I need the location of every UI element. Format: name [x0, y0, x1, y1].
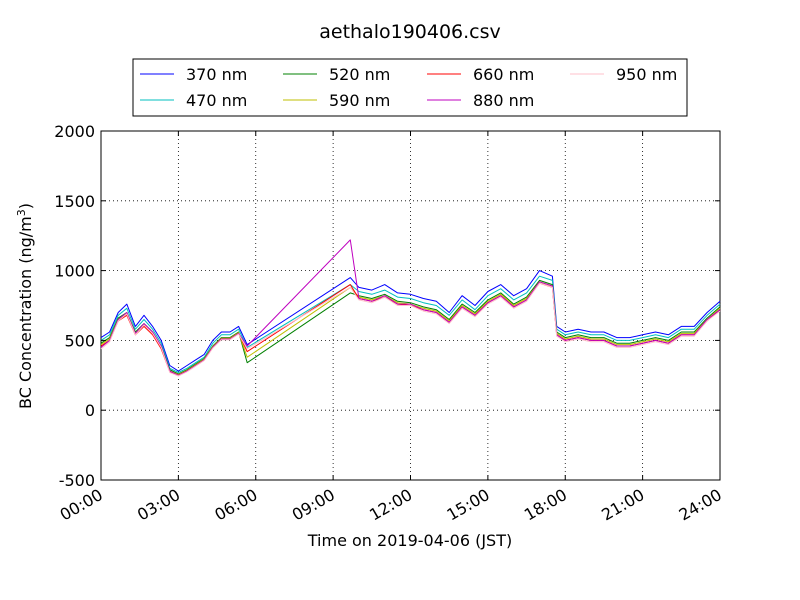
- y-tick-label: 500: [64, 331, 95, 350]
- ticks-layer: [100, 130, 721, 481]
- y-axis-label-superscript: 3: [15, 209, 28, 216]
- y-axis-label: BC Concentration (ng/m3): [15, 203, 35, 409]
- series-line: [100, 282, 721, 377]
- y-tick-label: -500: [59, 471, 95, 490]
- legend-label: 470 nm: [186, 91, 247, 110]
- legend-label: 950 nm: [616, 65, 677, 84]
- chart-title: aethalo190406.csv: [319, 21, 501, 43]
- legend-label: 660 nm: [473, 65, 534, 84]
- x-axis-label: Time on 2019-04-06 (JST): [307, 531, 512, 550]
- y-tick-label: 1000: [54, 262, 95, 281]
- legend-label: 520 nm: [329, 65, 390, 84]
- legend: 370 nm 470 nm 520 nm 590 nm 660 nm 880 nm 950 …: [132, 58, 688, 117]
- y-tick-label: 1500: [54, 192, 95, 211]
- y-tick-label: 2000: [54, 122, 95, 141]
- legend-box: [132, 58, 688, 117]
- legend-label: 880 nm: [473, 91, 534, 110]
- y-axis-label-text: BC Concentration (ng/m: [16, 216, 35, 409]
- y-axis-label-suffix: ): [16, 203, 35, 209]
- y-tick-label: 0: [85, 401, 95, 420]
- series-layer: [100, 239, 721, 377]
- y-tick-labels: -500 0 500 1000 1500 2000: [54, 122, 95, 490]
- series-line: [100, 270, 721, 372]
- legend-label: 590 nm: [329, 91, 390, 110]
- legend-label: 370 nm: [186, 65, 247, 84]
